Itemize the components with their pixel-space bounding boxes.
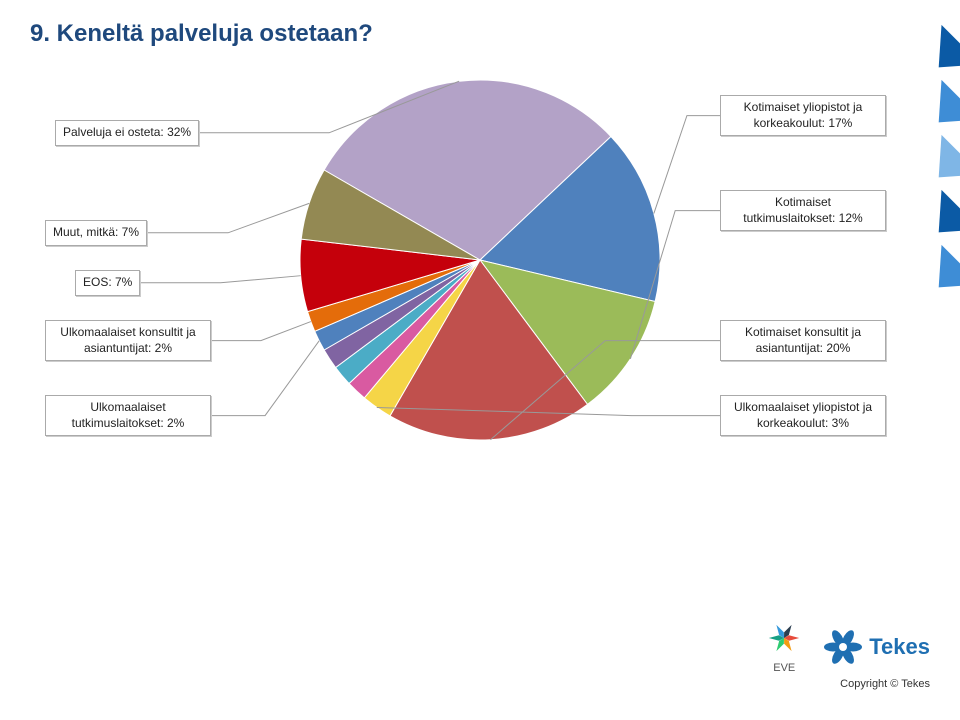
callout-for-univ: Ulkomaalaiset yliopistot ja korkeakoulut…: [720, 395, 886, 436]
leader-eos: [140, 276, 300, 283]
callout-for-consult: Ulkomaalaiset konsultit ja asiantuntijat…: [45, 320, 211, 361]
callout-dom-consult: Kotimaiset konsultit ja asiantuntijat: 2…: [720, 320, 886, 361]
copyright: Copyright © Tekes: [765, 678, 930, 690]
pie-svg: [300, 80, 660, 440]
chevron-3: [919, 190, 960, 252]
slide-root: 9. Keneltä palveluja ostetaan? Palveluja…: [0, 0, 960, 720]
page-title: 9. Keneltä palveluja ostetaan?: [30, 20, 373, 48]
leader-other: [147, 203, 309, 232]
tekes-logo: Tekes: [823, 627, 930, 667]
callout-other: Muut, mitkä: 7%: [45, 220, 147, 246]
eve-label: EVE: [765, 662, 803, 674]
callout-not-bought: Palveluja ei osteta: 32%: [55, 120, 199, 146]
decoration-chevrons: [890, 40, 960, 340]
callout-dom-research: Kotimaiset tutkimuslaitokset: 12%: [720, 190, 886, 231]
eve-logo: EVE: [765, 619, 803, 674]
pie-chart: [300, 80, 660, 440]
chevron-1: [919, 80, 960, 142]
callout-dom-univ: Kotimaiset yliopistot ja korkeakoulut: 1…: [720, 95, 886, 136]
chevron-0: [919, 25, 960, 87]
leader-dom_univ: [654, 116, 720, 214]
tekes-label: Tekes: [869, 634, 930, 660]
callout-eos: EOS: 7%: [75, 270, 140, 296]
eve-logo-svg: [765, 619, 803, 657]
leader-for_consult: [211, 322, 311, 341]
callout-for-research: Ulkomaalaiset tutkimuslaitokset: 2%: [45, 395, 211, 436]
tekes-asterisk-icon: [823, 627, 863, 667]
chevron-4: [919, 245, 960, 307]
chevron-2: [919, 135, 960, 197]
footer-logos: EVE Tekes Copyright © Tekes: [765, 619, 930, 690]
